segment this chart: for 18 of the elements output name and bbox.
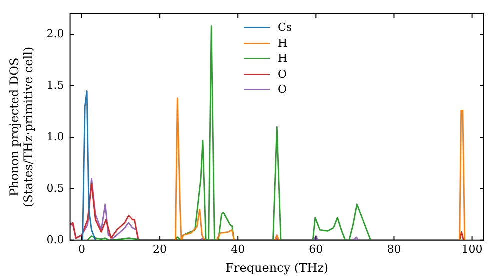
y-tick-label: 1.0	[46, 130, 64, 144]
legend-label: O	[278, 83, 288, 96]
legend-label: H	[278, 36, 288, 50]
y-tick-label: 0.0	[46, 233, 64, 246]
x-tick-label: 20	[153, 242, 168, 256]
legend-label: O	[278, 68, 288, 81]
legend-label: Cs	[278, 21, 292, 34]
y-tick-label: 1.5	[46, 78, 64, 92]
x-tick-label: 60	[309, 242, 324, 256]
legend-label: H	[278, 52, 288, 66]
y-tick-label: 2.0	[46, 27, 64, 40]
y-tick-label: 0.5	[46, 182, 64, 195]
x-axis-title: Frequency (THz)	[226, 260, 329, 275]
x-tick-label: 80	[387, 242, 402, 256]
x-tick-label: 100	[462, 242, 483, 256]
x-tick-label: 40	[231, 242, 246, 256]
x-tick-label: 0	[78, 242, 86, 256]
y-axis-title: Phonon projected DOS (States/THz·primitive cell)	[7, 46, 36, 208]
